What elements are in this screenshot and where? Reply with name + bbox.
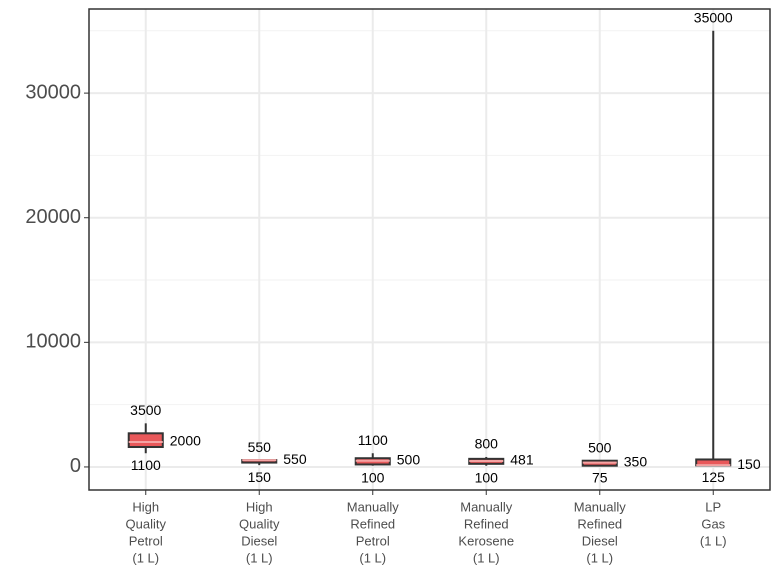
x-tick-label: (1 L) bbox=[359, 550, 386, 565]
max-label: 500 bbox=[588, 439, 612, 455]
x-tick-label: Manually bbox=[574, 499, 627, 514]
x-tick-label: Manually bbox=[347, 499, 400, 514]
median-label: 500 bbox=[397, 451, 421, 467]
panel-border bbox=[88, 8, 771, 491]
x-tick-label: Gas bbox=[701, 516, 725, 531]
max-label: 800 bbox=[475, 436, 499, 452]
max-label: 35000 bbox=[694, 10, 733, 26]
y-tick-label: 0 bbox=[70, 455, 81, 477]
median-label: 481 bbox=[510, 452, 534, 468]
x-tick-label: Refined bbox=[464, 516, 509, 531]
x-tick-label: (1 L) bbox=[246, 550, 273, 565]
y-tick-label: 10000 bbox=[25, 331, 81, 353]
y-tick-label: 30000 bbox=[25, 81, 81, 103]
x-tick-label: Manually bbox=[460, 499, 513, 514]
box bbox=[127, 432, 164, 449]
median-label: 350 bbox=[624, 453, 648, 469]
panel bbox=[89, 9, 770, 490]
x-tick-label: (1 L) bbox=[586, 550, 613, 565]
min-label: 100 bbox=[475, 469, 499, 485]
max-label: 550 bbox=[248, 439, 272, 455]
min-label: 75 bbox=[592, 470, 608, 486]
x-tick-label: Diesel bbox=[582, 533, 618, 548]
x-tick-label: Petrol bbox=[129, 533, 163, 548]
x-tick-label: Petrol bbox=[356, 533, 390, 548]
x-tick-label: High bbox=[246, 499, 273, 514]
x-tick-label: High bbox=[132, 499, 159, 514]
min-label: 1100 bbox=[131, 457, 161, 473]
x-tick-label: (1 L) bbox=[132, 550, 159, 565]
median-label: 2000 bbox=[170, 433, 201, 449]
x-tick-label: Diesel bbox=[241, 533, 277, 548]
min-label: 125 bbox=[702, 469, 726, 485]
x-tick-label: (1 L) bbox=[473, 550, 500, 565]
max-label: 1100 bbox=[358, 432, 388, 448]
min-label: 100 bbox=[361, 469, 385, 485]
x-tick-label: Quality bbox=[126, 516, 167, 531]
median-label: 550 bbox=[283, 451, 307, 467]
y-tick-label: 20000 bbox=[25, 206, 81, 228]
x-tick-label: (1 L) bbox=[700, 533, 727, 548]
x-tick-label: Refined bbox=[350, 516, 395, 531]
min-label: 150 bbox=[248, 469, 272, 485]
max-label: 3500 bbox=[130, 402, 161, 418]
x-tick-label: Quality bbox=[239, 516, 280, 531]
x-tick-label: Kerosene bbox=[458, 533, 514, 548]
x-tick-label: LP bbox=[705, 499, 721, 514]
x-tick-label: Refined bbox=[577, 516, 622, 531]
median-label: 150 bbox=[737, 456, 761, 472]
